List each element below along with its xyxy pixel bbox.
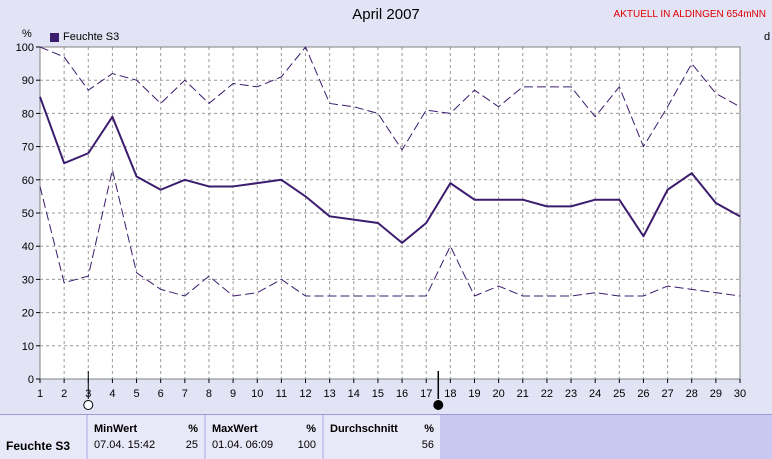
x-tick-label: 29 <box>710 388 722 400</box>
x-tick-label: 24 <box>589 388 601 400</box>
stats-row-label-cell: Feuchte S3 <box>0 415 88 459</box>
x-tick-label: 30 <box>734 388 746 400</box>
x-tick-label: 27 <box>661 388 673 400</box>
chart-title: April 2007 <box>352 6 420 23</box>
max-unit: % <box>306 423 316 435</box>
x-tick-label: 21 <box>517 388 529 400</box>
x-tick-label: 22 <box>541 388 553 400</box>
x-tick-label: 4 <box>109 388 115 400</box>
x-tick-label: 18 <box>444 388 456 400</box>
x-tick-label: 9 <box>230 388 236 400</box>
x-tick-label: 19 <box>468 388 480 400</box>
legend-swatch <box>50 32 59 42</box>
max-cell: MaxWert % 01.04. 06:09 100 <box>206 415 324 459</box>
y-axis-unit: % <box>22 28 32 40</box>
x-tick-label: 13 <box>324 388 336 400</box>
min-time: 07.04. 15:42 <box>94 439 156 451</box>
series-line-feuchte <box>39 96 741 244</box>
x-tick-label: 6 <box>158 388 164 400</box>
x-tick-label: 20 <box>492 388 504 400</box>
y-tick-label: 80 <box>22 108 34 120</box>
min-value: 25 <box>185 439 198 451</box>
y-tick-label: 50 <box>22 208 34 220</box>
y-tick-label: 20 <box>22 308 34 320</box>
y-tick-label: 30 <box>22 274 34 286</box>
x-tick-label: 28 <box>686 388 698 400</box>
legend-label: Feuchte S3 <box>63 31 120 43</box>
y-tick-label: 0 <box>28 374 34 386</box>
x-tick-label: 16 <box>396 388 408 400</box>
x-tick-label: 25 <box>613 388 625 400</box>
right-edge-label: d <box>764 31 771 43</box>
y-tick-label: 100 <box>16 42 34 54</box>
y-tick-label: 10 <box>22 341 34 353</box>
y-tick-label: 60 <box>22 175 34 187</box>
avg-header: Durchschnitt <box>330 423 398 435</box>
y-tick-label: 70 <box>22 142 34 154</box>
x-tick-label: 12 <box>299 388 311 400</box>
y-tick-label: 90 <box>22 75 34 87</box>
max-time: 01.04. 06:09 <box>212 439 274 451</box>
x-tick-label: 5 <box>133 388 139 400</box>
x-tick-label: 26 <box>637 388 649 400</box>
x-tick-label: 17 <box>420 388 432 400</box>
humidity-line-chart: 0102030405060708090100123456789101112131… <box>16 42 746 410</box>
moon-first-quarter-icon <box>83 400 94 410</box>
x-tick-label: 10 <box>251 388 263 400</box>
avg-unit: % <box>424 423 434 435</box>
location-banner: AKTUELL IN ALDINGEN 654mNN <box>613 9 766 20</box>
min-cell: MinWert % 07.04. 15:42 25 <box>88 415 206 459</box>
series-line-dashed-max <box>39 46 741 151</box>
avg-value: 56 <box>421 439 434 451</box>
x-tick-label: 2 <box>61 388 67 400</box>
new-moon-icon <box>433 400 444 410</box>
avg-cell: Durchschnitt % 56 <box>324 415 442 459</box>
stats-panel: Feuchte S3 MinWert % 07.04. 15:42 25 Max… <box>0 414 772 459</box>
x-tick-label: 11 <box>276 388 287 400</box>
y-tick-label: 40 <box>22 241 34 253</box>
x-tick-label: 8 <box>206 388 212 400</box>
x-tick-label: 23 <box>565 388 577 400</box>
min-header: MinWert <box>94 423 138 435</box>
x-tick-label: 14 <box>348 388 360 400</box>
stats-row-label: Feuchte S3 <box>6 439 71 453</box>
max-header: MaxWert <box>212 423 258 435</box>
max-value: 100 <box>297 439 316 451</box>
x-tick-label: 15 <box>372 388 384 400</box>
x-tick-label: 1 <box>37 388 43 400</box>
min-unit: % <box>188 423 198 435</box>
chart-legend: Feuchte S3 <box>50 31 119 43</box>
x-tick-label: 7 <box>182 388 188 400</box>
